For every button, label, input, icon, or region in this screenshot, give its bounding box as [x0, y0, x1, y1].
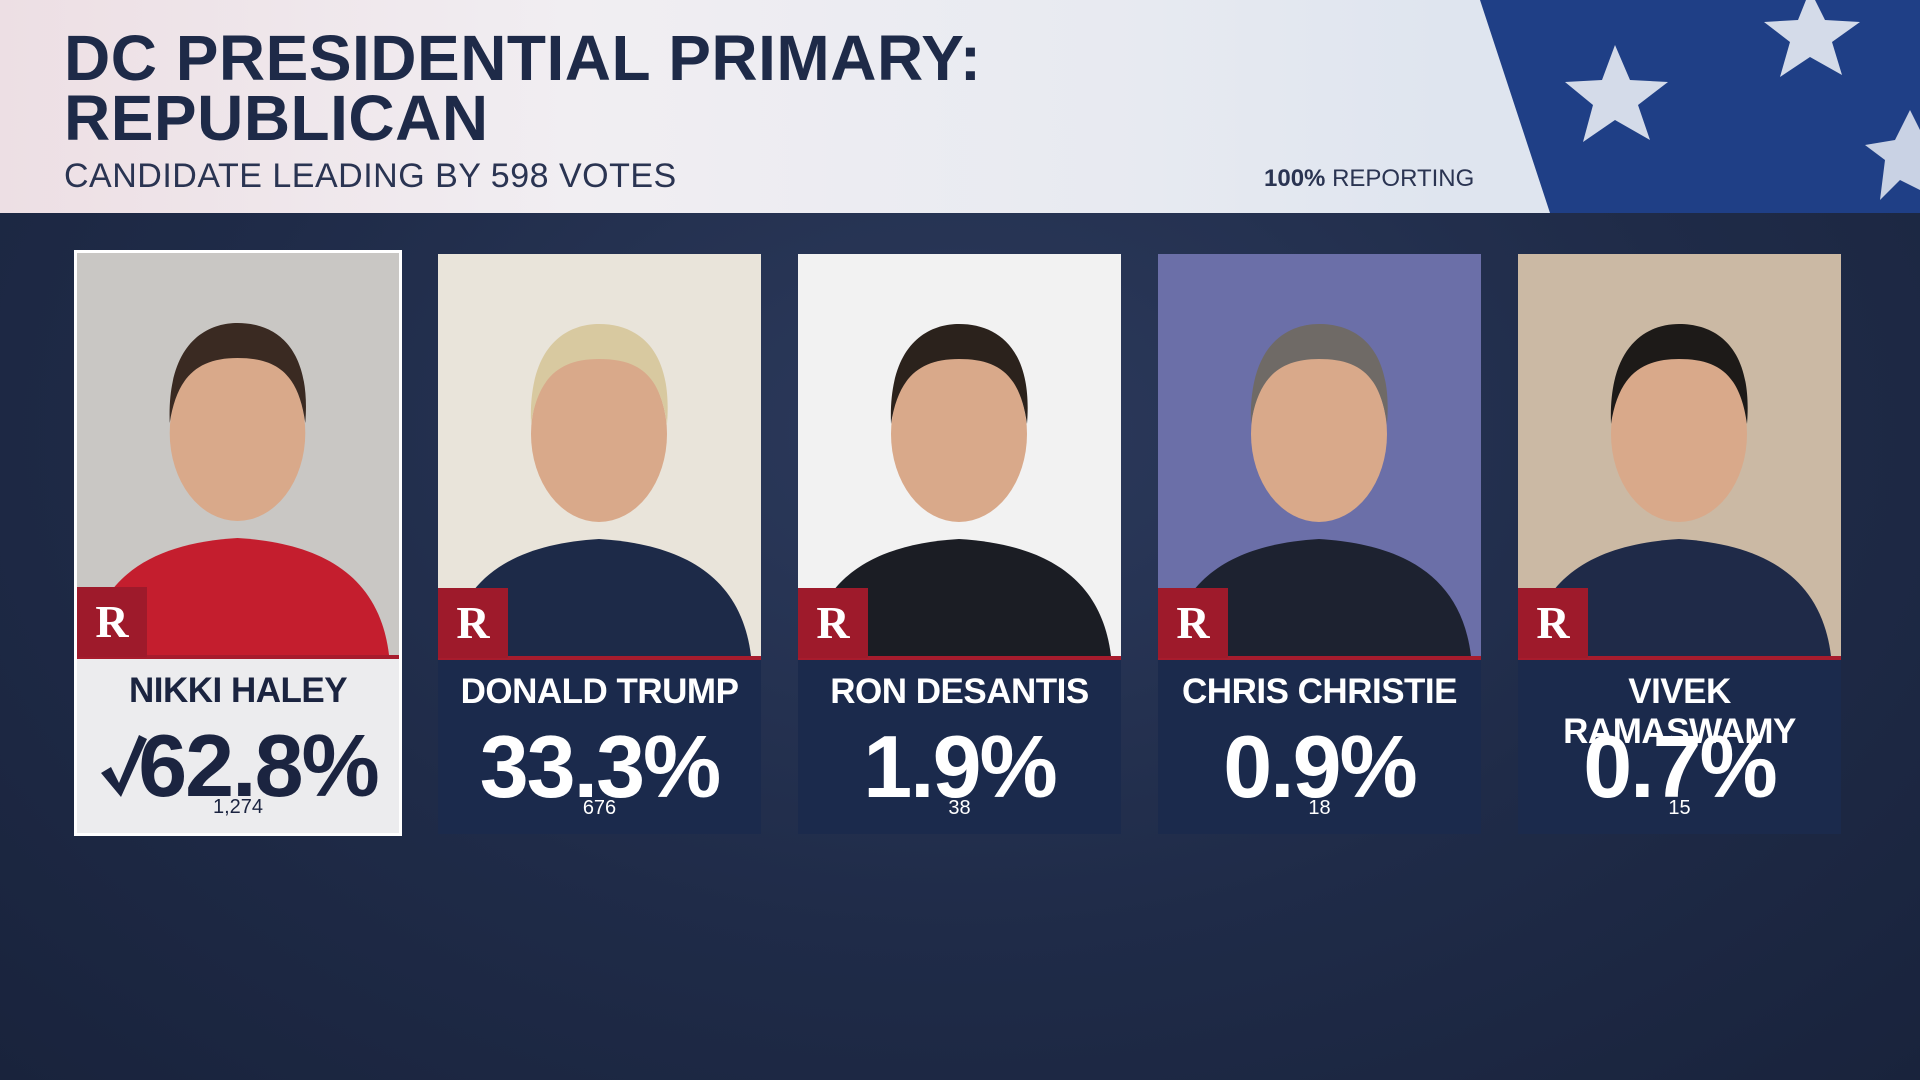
vote-percent: 33.3%: [479, 717, 722, 816]
header: DC PRESIDENTIAL PRIMARY: REPUBLICAN CAND…: [0, 0, 1920, 213]
candidate-name: RON DESANTIS: [830, 672, 1089, 711]
portrait: [1158, 254, 1481, 656]
candidate-photo: [77, 253, 399, 655]
candidate-name: CHRIS CHRISTIE: [1182, 672, 1457, 711]
red-line: [1158, 656, 1481, 660]
candidate-name: DONALD TRUMP: [460, 672, 739, 711]
candidate-photo: [1158, 254, 1481, 656]
portrait: [1518, 254, 1841, 656]
party-badge: R: [798, 588, 868, 658]
vote-count: 38: [948, 797, 971, 819]
vote-percent: 0.7%: [1583, 717, 1778, 816]
vote-percent: 62.8%: [138, 716, 380, 815]
candidate-name: NIKKI HALEY: [128, 671, 348, 710]
vote-count: 18: [1308, 797, 1331, 819]
vote-percent: 0.9%: [1223, 717, 1418, 816]
vote-count: 676: [582, 797, 617, 819]
reporting: 100% REPORTING: [1264, 165, 1474, 193]
vote-count: 1,274: [212, 796, 264, 818]
candidate-photo: [1518, 254, 1841, 656]
candidate-card: R NIKKI HALEY 62.8% 1,274: [74, 250, 402, 836]
portrait: [77, 253, 399, 655]
winner-check: [101, 735, 147, 797]
candidate-card: R VIVEK RAMASWAMY 0.7% 15: [1518, 254, 1841, 834]
reporting-label: REPORTING: [1332, 165, 1475, 192]
candidate-name: VIVEK RAMASWAMY: [1563, 672, 1796, 751]
vote-count: 15: [1668, 797, 1691, 819]
party-badge: R: [438, 588, 508, 658]
candidate-card: R CHRIS CHRISTIE 0.9% 18: [1158, 254, 1481, 834]
party-badge: R: [1518, 588, 1588, 658]
red-line: [438, 656, 761, 660]
vote-percent: 1.9%: [863, 717, 1058, 816]
subtitle: CANDIDATE LEADING BY 598 VOTES: [64, 157, 677, 195]
red-line: [1518, 656, 1841, 660]
party-badge: R: [77, 587, 147, 657]
red-line: [798, 656, 1121, 660]
party-badge: R: [1158, 588, 1228, 658]
flag-decoration: [1480, 0, 1920, 213]
candidate-card: R DONALD TRUMP 33.3% 676: [438, 254, 761, 834]
reporting-percent: 100%: [1264, 165, 1326, 192]
red-line: [77, 655, 399, 659]
title: DC PRESIDENTIAL PRIMARY: REPUBLICAN: [64, 22, 982, 154]
candidate-card: R RON DESANTIS 1.9% 38: [798, 254, 1121, 834]
